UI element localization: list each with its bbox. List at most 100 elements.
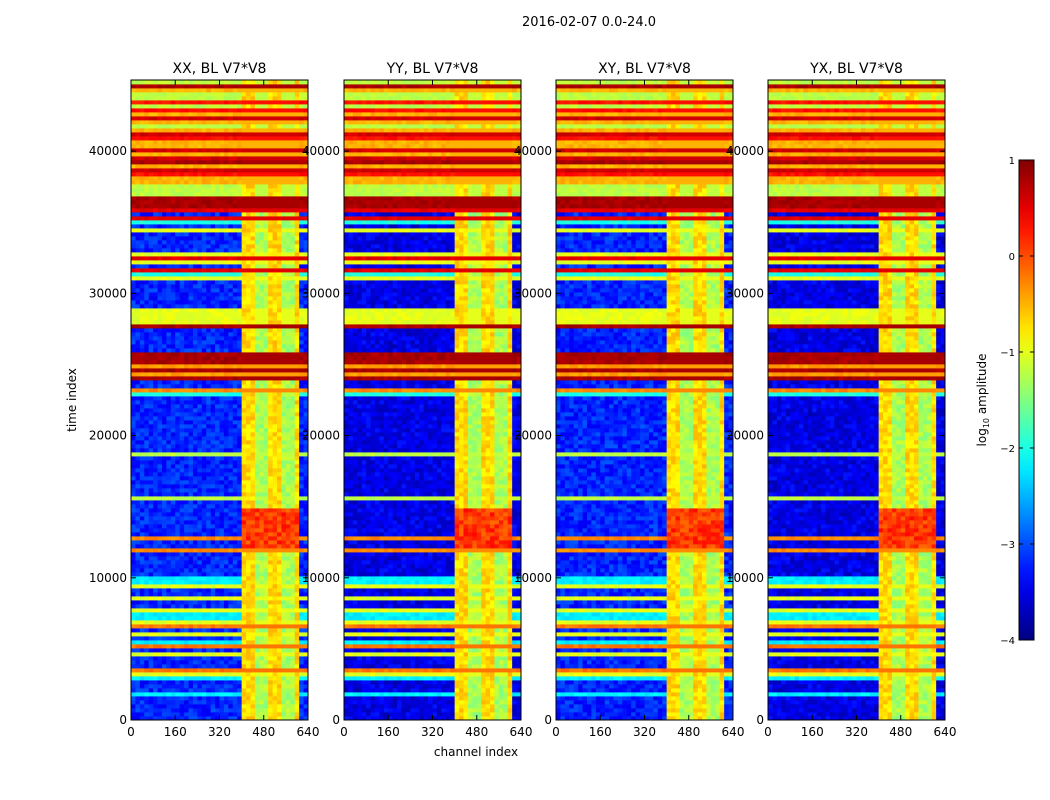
heatmap-cell bbox=[241, 600, 247, 605]
heatmap-cell bbox=[232, 428, 238, 433]
heatmap-cell bbox=[285, 256, 291, 261]
heatmap-cell bbox=[294, 372, 300, 377]
heatmap-cell bbox=[170, 344, 176, 349]
heatmap-cell bbox=[281, 356, 287, 361]
heatmap-cell bbox=[201, 476, 207, 481]
heatmap-cell bbox=[215, 328, 220, 333]
heatmap-cell bbox=[179, 252, 185, 257]
heatmap-cell bbox=[179, 280, 185, 285]
heatmap-cell bbox=[272, 352, 278, 357]
heatmap-cell bbox=[246, 276, 251, 281]
heatmap-cell bbox=[290, 708, 296, 713]
heatmap-cell bbox=[263, 612, 269, 617]
heatmap-cell bbox=[188, 320, 194, 325]
heatmap-cell bbox=[237, 332, 243, 337]
heatmap-cell bbox=[175, 608, 181, 613]
heatmap-cell bbox=[197, 352, 203, 357]
heatmap-cell bbox=[241, 376, 247, 381]
heatmap-cell bbox=[215, 444, 220, 449]
heatmap-cell bbox=[223, 272, 229, 277]
heatmap-cell bbox=[179, 320, 185, 325]
heatmap-cell bbox=[277, 712, 282, 717]
heatmap-cell bbox=[219, 428, 225, 433]
heatmap-cell bbox=[201, 468, 207, 473]
heatmap-cell bbox=[237, 584, 243, 589]
heatmap-cell bbox=[290, 696, 296, 701]
heatmap-cell bbox=[170, 292, 176, 297]
heatmap-cell bbox=[254, 236, 260, 241]
heatmap-cell bbox=[148, 640, 154, 645]
heatmap-cell bbox=[201, 256, 207, 261]
heatmap-cell bbox=[170, 716, 176, 720]
heatmap-cell bbox=[210, 712, 216, 717]
heatmap-cell bbox=[197, 388, 203, 393]
heatmap-cell bbox=[254, 712, 260, 717]
heatmap-cell bbox=[254, 472, 260, 477]
heatmap-cell bbox=[290, 316, 296, 321]
heatmap-cell bbox=[290, 500, 296, 505]
heatmap-cell bbox=[294, 436, 300, 441]
heatmap-cell bbox=[161, 392, 167, 397]
heatmap-cell bbox=[175, 552, 181, 557]
heatmap-cell bbox=[170, 340, 176, 345]
heatmap-cell bbox=[303, 644, 308, 649]
heatmap-cell bbox=[254, 544, 260, 549]
heatmap-cell bbox=[166, 380, 172, 385]
heatmap-cell bbox=[215, 448, 220, 453]
heatmap-cell bbox=[144, 712, 150, 717]
heatmap-cell bbox=[277, 488, 282, 493]
heatmap-cell bbox=[250, 576, 256, 581]
heatmap-cell bbox=[232, 348, 238, 353]
heatmap-cell bbox=[175, 424, 181, 429]
heatmap-cell bbox=[192, 596, 198, 601]
heatmap-cell bbox=[285, 576, 291, 581]
heatmap-cell bbox=[144, 384, 150, 389]
heatmap-cell bbox=[166, 240, 172, 245]
heatmap-cell bbox=[175, 300, 181, 305]
heatmap-cell bbox=[250, 516, 256, 521]
heatmap-cell bbox=[175, 600, 181, 605]
heatmap-cell bbox=[250, 308, 256, 313]
heatmap-cell bbox=[179, 392, 185, 397]
heatmap-cell bbox=[219, 424, 225, 429]
heatmap-cell bbox=[201, 248, 207, 253]
heatmap-cell bbox=[254, 484, 260, 489]
heatmap-cell bbox=[153, 272, 158, 277]
heatmap-cell bbox=[223, 516, 229, 521]
heatmap-cell bbox=[139, 432, 145, 437]
heatmap-cell bbox=[281, 684, 287, 689]
heatmap-cell bbox=[237, 620, 243, 625]
heatmap-cell bbox=[197, 312, 203, 317]
heatmap-cell bbox=[254, 240, 260, 245]
heatmap-cell bbox=[153, 716, 158, 720]
heatmap-cell bbox=[250, 280, 256, 285]
heatmap-cell bbox=[228, 324, 234, 329]
heatmap-cell bbox=[250, 348, 256, 353]
heatmap-cell bbox=[299, 576, 304, 581]
heatmap-cell bbox=[148, 616, 154, 621]
heatmap-cell bbox=[175, 308, 181, 313]
heatmap-cell bbox=[131, 564, 136, 569]
heatmap-cell bbox=[268, 296, 274, 301]
heatmap-cell bbox=[206, 620, 212, 625]
heatmap-cell bbox=[144, 324, 150, 329]
heatmap-cell bbox=[157, 544, 163, 549]
heatmap-cell bbox=[281, 400, 287, 405]
heatmap-cell bbox=[241, 504, 247, 509]
heatmap-cell bbox=[188, 276, 194, 281]
heatmap-cell bbox=[139, 508, 145, 513]
heatmap-cell bbox=[184, 340, 189, 345]
heatmap-cell bbox=[215, 472, 220, 477]
heatmap-cell bbox=[285, 648, 291, 653]
heatmap-cell bbox=[294, 428, 300, 433]
heatmap-cell bbox=[161, 604, 167, 609]
heatmap-cell bbox=[272, 648, 278, 653]
heatmap-cell bbox=[299, 304, 304, 309]
heatmap-cell bbox=[139, 288, 145, 293]
heatmap-cell bbox=[148, 508, 154, 513]
heatmap-cell bbox=[179, 332, 185, 337]
heatmap-cell bbox=[268, 332, 274, 337]
heatmap-cell bbox=[290, 304, 296, 309]
heatmap-cell bbox=[139, 556, 145, 561]
heatmap-cell bbox=[175, 660, 181, 665]
